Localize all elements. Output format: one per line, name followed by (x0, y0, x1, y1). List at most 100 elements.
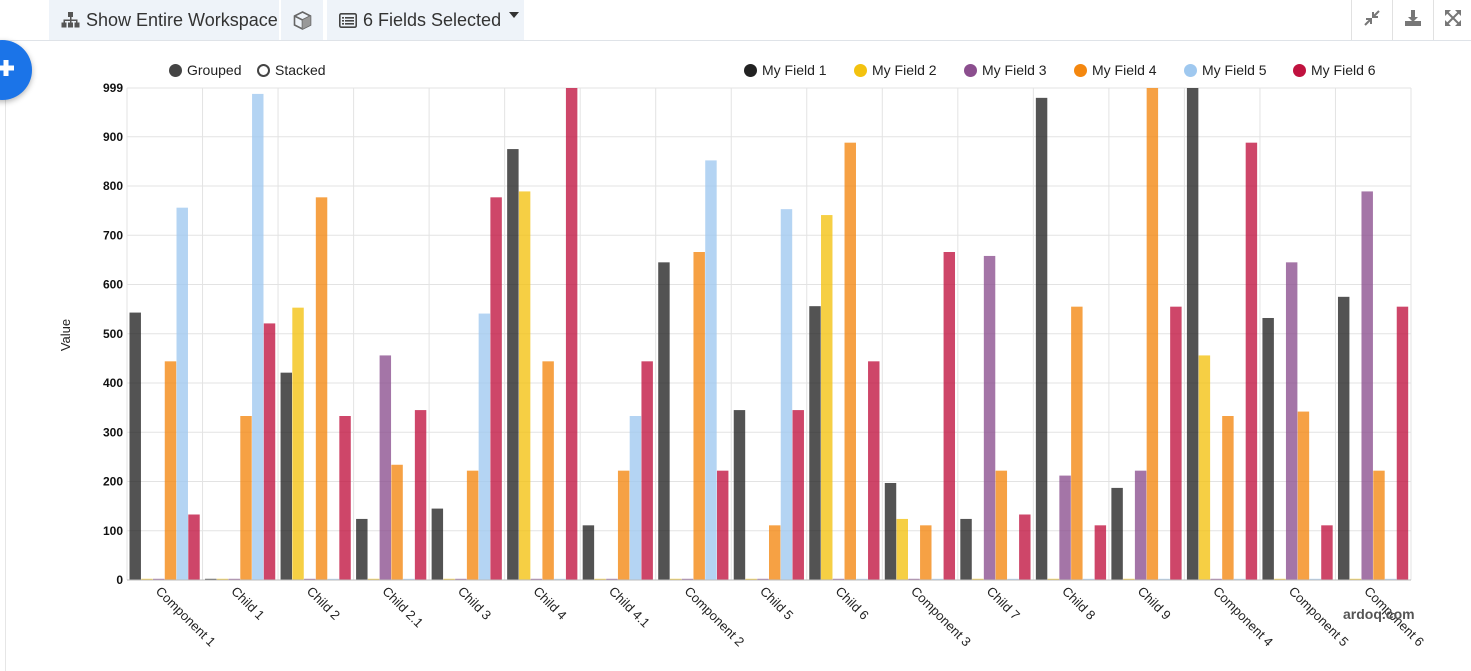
bar-5 (1384, 578, 1397, 580)
left-rail (0, 0, 6, 671)
bar-3 (606, 578, 618, 580)
y-tick-label: 800 (103, 179, 123, 193)
bar-1 (431, 508, 444, 580)
bar-3 (1210, 578, 1222, 580)
stacked-option[interactable]: Stacked (257, 60, 326, 80)
bar-3 (757, 578, 769, 580)
bar-3 (228, 578, 240, 580)
legend-item-field-4[interactable]: My Field 4 (1074, 60, 1157, 80)
legend-item-field-1[interactable]: My Field 1 (744, 60, 827, 80)
stacked-label: Stacked (275, 62, 326, 78)
bar-1 (129, 312, 141, 580)
bar-6 (339, 416, 351, 580)
bar-2 (594, 578, 606, 580)
bar-2 (1349, 578, 1362, 580)
bar-2 (1198, 355, 1211, 580)
legend-swatch-field-2 (854, 63, 867, 77)
list-icon (339, 12, 357, 28)
x-tick-label: Child 4 (531, 584, 570, 623)
bar-6 (188, 514, 200, 580)
show-entire-workspace-button[interactable]: Show Entire Workspace (49, 0, 279, 40)
legend-swatch-field-5 (1184, 63, 1197, 77)
x-tick-label: Component 1 (153, 584, 219, 650)
bar-2 (1123, 578, 1135, 580)
bar-3 (832, 578, 845, 580)
caret-down-icon (509, 12, 520, 18)
bar-2 (141, 578, 153, 580)
x-tick-label: Child 1 (228, 584, 267, 623)
compress-button[interactable] (1351, 0, 1392, 40)
y-tick-label: 999 (103, 81, 123, 95)
bar-6 (1245, 142, 1258, 581)
bar-1 (960, 518, 972, 580)
x-tick-label: Child 5 (757, 584, 796, 623)
bar-2 (518, 191, 531, 581)
bar-4 (920, 525, 932, 580)
bar-5 (327, 578, 340, 580)
bar-6 (263, 323, 276, 580)
bar-3 (1059, 475, 1071, 580)
legend-label-field-1: My Field 1 (762, 62, 827, 78)
bar-4 (542, 361, 554, 580)
bar-1 (507, 149, 519, 580)
legend-item-field-3[interactable]: My Field 3 (964, 60, 1047, 80)
bar-6 (1170, 306, 1182, 580)
bar-4 (1297, 411, 1310, 580)
bar-4 (1146, 88, 1159, 580)
show-entire-workspace-label: Show Entire Workspace (86, 9, 278, 30)
bar-2 (367, 578, 380, 580)
legend-item-field-2[interactable]: My Field 2 (854, 60, 937, 80)
plus-icon (0, 59, 14, 81)
x-tick-label: Child 2.1 (379, 584, 426, 631)
legend-item-field-5[interactable]: My Field 5 (1184, 60, 1267, 80)
fields-selected-dropdown[interactable]: 6 Fields Selected (327, 0, 524, 40)
bar-1 (205, 578, 217, 580)
bar-1 (1111, 487, 1123, 580)
bar-6 (565, 88, 578, 580)
y-tick-label: 100 (103, 524, 123, 538)
bar-6 (1321, 525, 1333, 580)
bar-1 (582, 525, 595, 580)
expand-icon (1444, 9, 1462, 32)
stacked-radio-icon (257, 63, 270, 77)
bar-3 (1361, 191, 1373, 581)
grouped-label: Grouped (187, 62, 242, 78)
legend-swatch-field-1 (744, 63, 757, 77)
x-tick-label: Component 4 (1210, 584, 1276, 650)
cube-button[interactable] (281, 0, 323, 40)
bar-4 (391, 464, 403, 580)
x-tick-label: Child 7 (984, 584, 1023, 623)
bar-4 (466, 470, 479, 580)
bar-3 (1285, 262, 1298, 580)
bar-6 (1019, 514, 1031, 580)
bar-2 (972, 578, 984, 580)
bar-6 (716, 470, 729, 580)
bar-6 (868, 361, 880, 580)
bar-6 (1094, 525, 1107, 580)
bar-2 (443, 578, 455, 580)
bar-1 (658, 262, 670, 580)
expand-button[interactable] (1433, 0, 1471, 40)
bar-4 (240, 416, 252, 580)
bar-2 (1047, 578, 1060, 580)
x-tick-label: Child 3 (455, 584, 494, 623)
watermark-text: ardoq.com (1343, 606, 1415, 622)
bars (129, 88, 1409, 581)
download-button[interactable] (1392, 0, 1433, 40)
y-tick-label: 400 (103, 376, 123, 390)
grouped-radio-icon (169, 63, 182, 77)
legend-label-field-3: My Field 3 (982, 62, 1047, 78)
bar-5 (252, 93, 264, 580)
bar-5 (478, 313, 491, 580)
bar-3 (153, 578, 165, 580)
bar-1 (809, 306, 821, 580)
x-tick-label: Child 9 (1135, 584, 1174, 623)
grouped-option[interactable]: Grouped (169, 60, 241, 80)
legend-item-field-6[interactable]: My Field 6 (1293, 60, 1376, 80)
bar-5 (705, 160, 717, 580)
y-tick-label: 500 (103, 327, 123, 341)
bar-4 (995, 470, 1008, 580)
sitemap-icon (61, 11, 80, 29)
bar-5 (1158, 578, 1170, 580)
